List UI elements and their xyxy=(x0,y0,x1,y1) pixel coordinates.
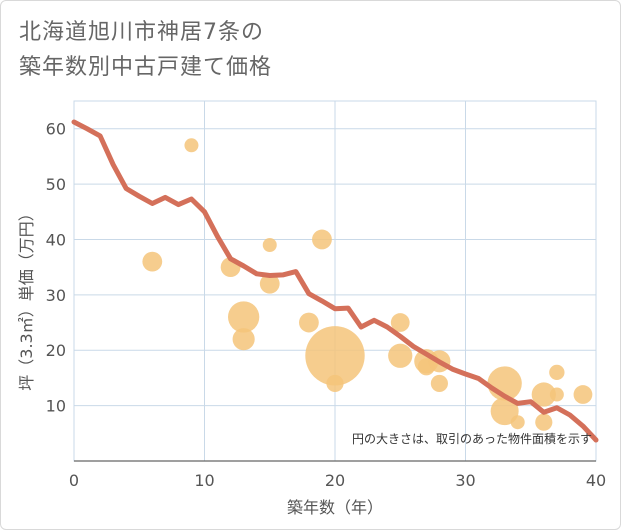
data-bubble xyxy=(262,238,277,252)
y-tick-label: 60 xyxy=(46,120,66,139)
trend-line-layer xyxy=(71,119,599,443)
data-bubble xyxy=(232,328,255,351)
bubble-layer xyxy=(142,138,593,431)
chart-title-line-2: 築年数別中古戸建て価格 xyxy=(19,55,273,80)
y-tick-label: 20 xyxy=(46,341,66,360)
data-bubble xyxy=(142,251,163,272)
data-bubble xyxy=(326,374,344,393)
data-bubble xyxy=(510,415,525,430)
x-tick-label: 10 xyxy=(194,471,214,490)
data-bubble xyxy=(490,397,519,426)
data-bubble xyxy=(531,382,556,407)
chart-title-line-1: 北海道旭川市神居7条の xyxy=(19,20,264,45)
data-bubble xyxy=(259,273,280,294)
x-tick-label: 0 xyxy=(69,471,79,490)
data-bubble xyxy=(573,385,593,404)
data-bubble xyxy=(299,312,319,333)
data-bubble xyxy=(549,364,565,381)
y-tick-label: 30 xyxy=(46,286,66,305)
data-bubble xyxy=(227,301,260,333)
data-bubble xyxy=(549,387,564,402)
x-axis-label: 築年数（年） xyxy=(287,498,383,517)
chart-title: 北海道旭川市神居7条の 築年数別中古戸建て価格 xyxy=(19,15,272,85)
data-bubble xyxy=(430,374,448,393)
y-tick-label: 10 xyxy=(46,397,66,416)
data-bubble xyxy=(388,343,413,368)
data-bubble xyxy=(535,413,553,431)
trend-line xyxy=(71,119,599,443)
tick-layer: 0 10 20 30 40 10 20 30 40 50 60 xyxy=(46,120,607,490)
data-bubble xyxy=(184,138,199,153)
bubble-size-note: 円の大きさは、取引のあった物件面積を示す xyxy=(352,431,592,446)
data-bubble xyxy=(390,313,410,332)
y-tick-label: 40 xyxy=(46,230,66,249)
x-tick-label: 30 xyxy=(455,471,475,490)
y-axis-label: 坪（3.3㎡）単価（万円） xyxy=(17,205,36,390)
data-bubble xyxy=(312,229,332,250)
data-bubble xyxy=(305,326,365,386)
y-tick-label: 50 xyxy=(46,175,66,194)
x-tick-label: 40 xyxy=(586,471,606,490)
x-tick-label: 20 xyxy=(325,471,345,490)
